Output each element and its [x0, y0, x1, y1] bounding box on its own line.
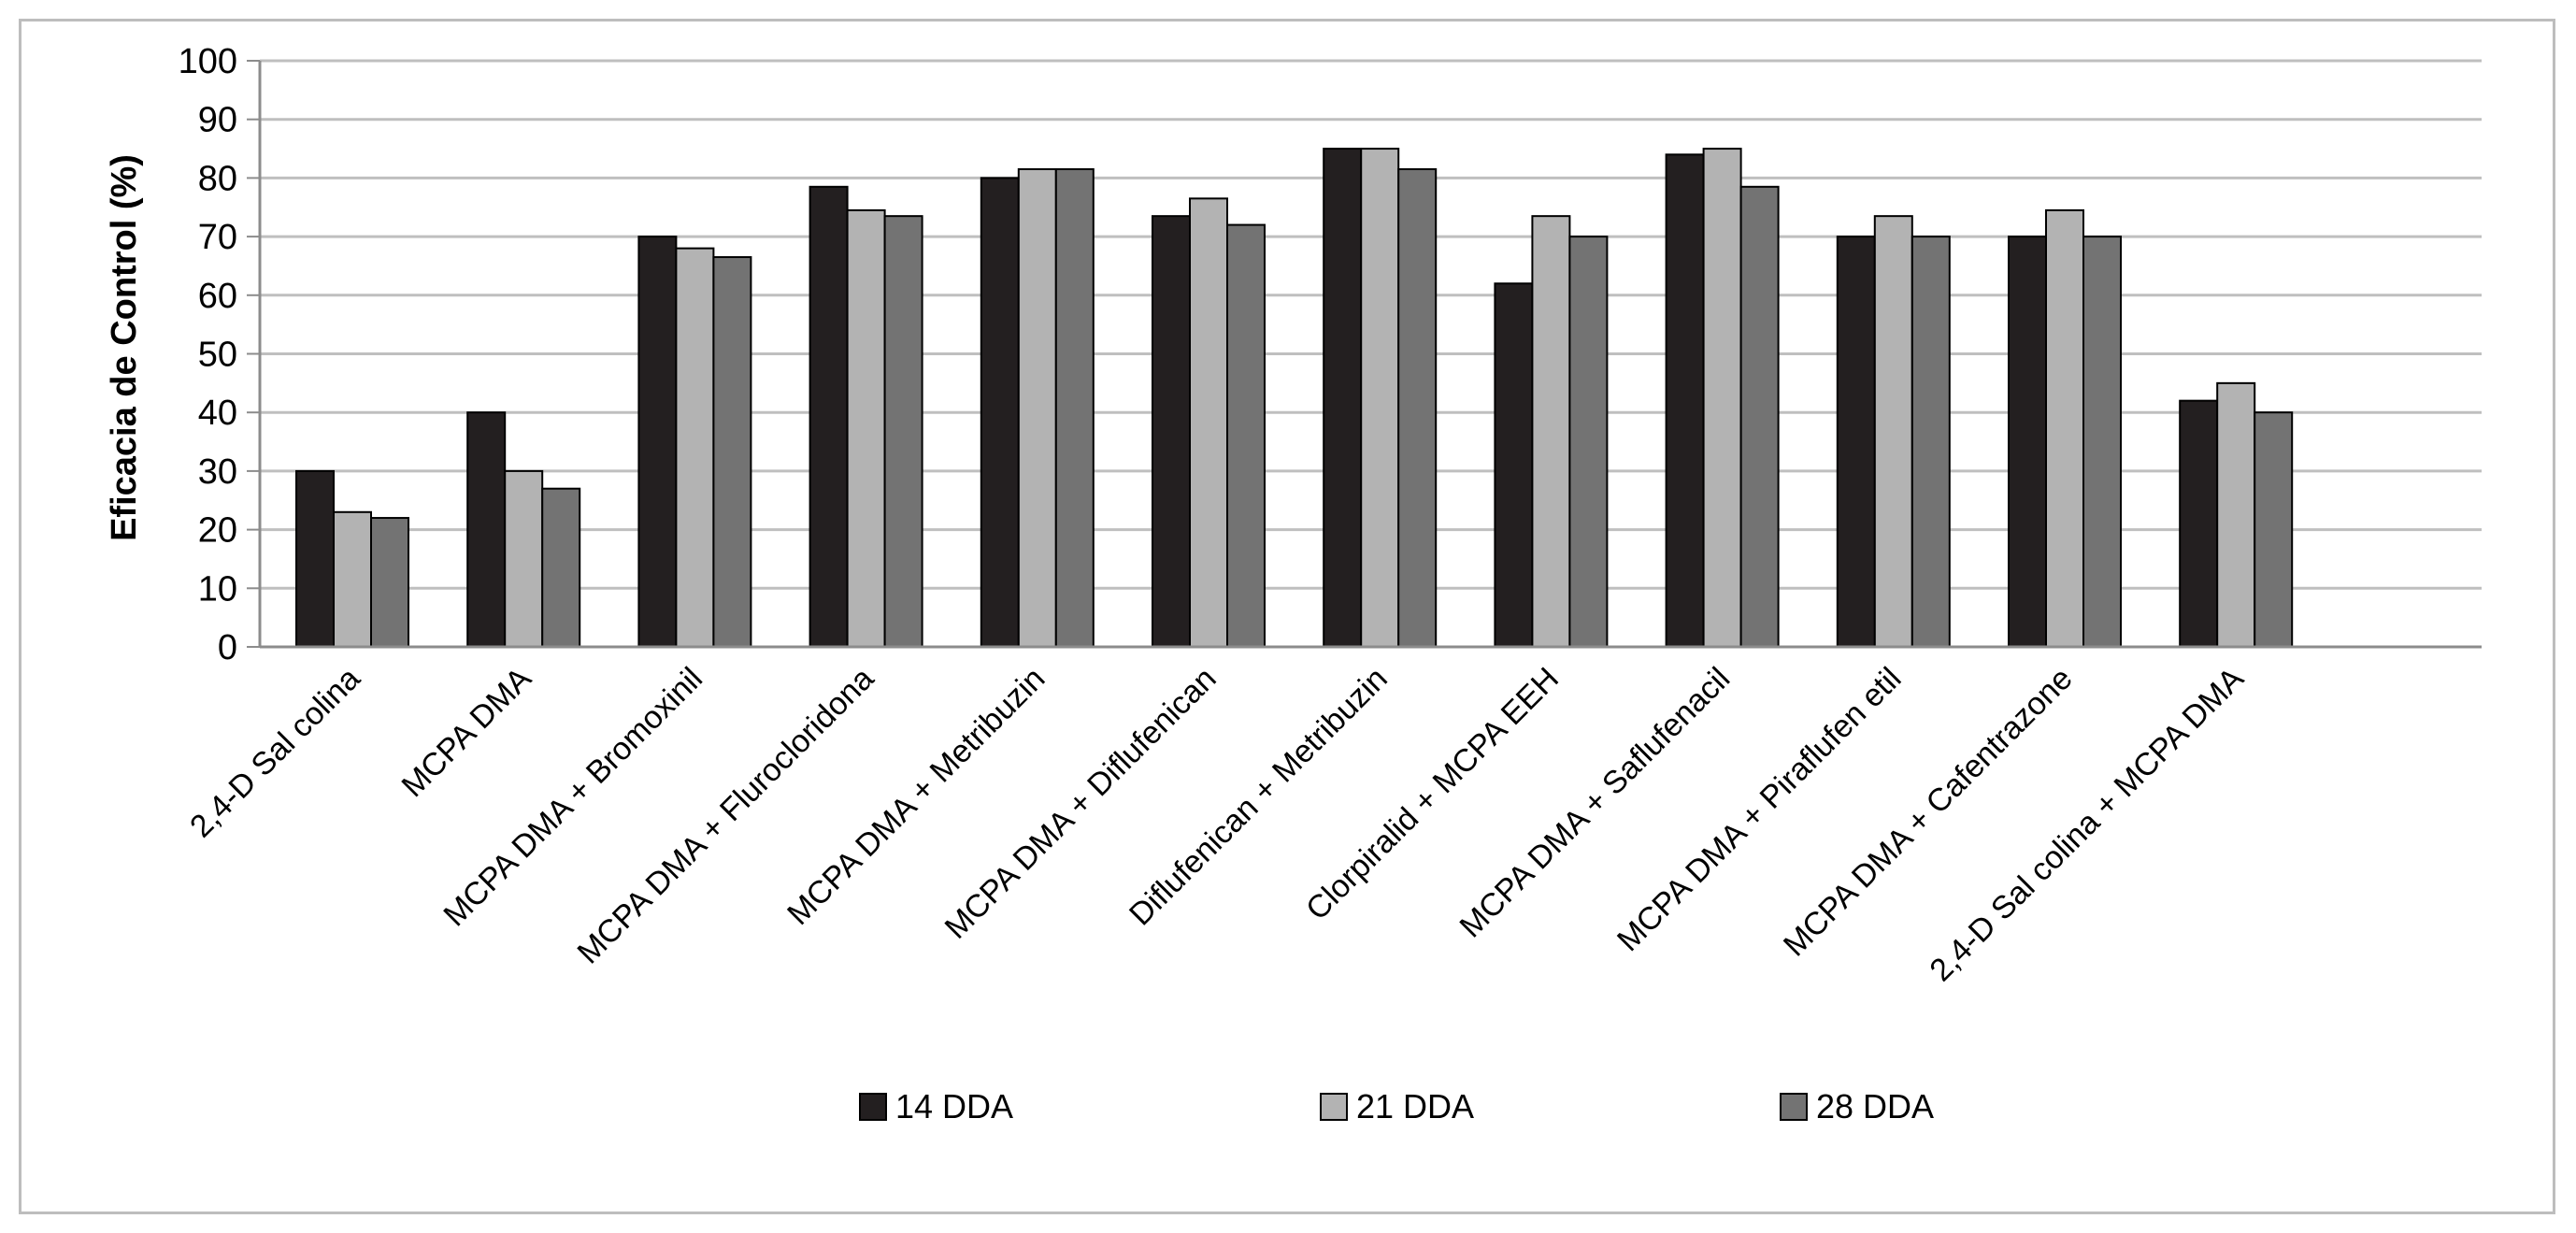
- y-tick-label: 30: [198, 452, 237, 492]
- bar: [295, 469, 335, 648]
- y-tick-label: 20: [198, 511, 237, 551]
- bar: [980, 177, 1020, 648]
- bar: [1911, 236, 1951, 648]
- bar: [541, 487, 581, 649]
- bar: [2179, 399, 2219, 648]
- legend-swatch: [859, 1093, 887, 1121]
- bar: [2254, 411, 2294, 649]
- legend-swatch: [1320, 1093, 1348, 1121]
- bar: [466, 411, 507, 649]
- y-tick-label: 40: [198, 394, 237, 433]
- bar: [1152, 215, 1191, 648]
- bar: [370, 517, 409, 648]
- bar: [1360, 148, 1400, 649]
- bar: [333, 510, 372, 648]
- y-axis-title: Eficacia de Control (%): [105, 154, 144, 541]
- legend-swatch: [1780, 1093, 1808, 1121]
- legend: 14 DDA 21 DDA 28 DDA: [859, 1087, 1934, 1125]
- bar: [846, 208, 886, 648]
- bar: [1836, 236, 1876, 648]
- y-tick-label: 100: [179, 42, 237, 81]
- bar: [883, 215, 923, 648]
- x-tick-label: MCPA DMA + Piraflufen etil: [1610, 661, 1908, 958]
- bar: [637, 236, 678, 648]
- x-tick-label: MCPA DMA + Cafentrazone: [1777, 661, 2080, 964]
- bar: [809, 185, 849, 648]
- y-tick-label: 10: [198, 569, 237, 609]
- bar: [504, 469, 544, 648]
- chart-frame: [19, 19, 2555, 1214]
- bar: [1397, 167, 1438, 648]
- bar: [1665, 153, 1705, 648]
- legend-label: 21 DDA: [1356, 1087, 1474, 1125]
- bar: [2008, 236, 2047, 648]
- bar: [1531, 215, 1571, 648]
- bar: [2045, 208, 2084, 648]
- bar: [1702, 148, 1742, 649]
- y-tick-label: 90: [198, 101, 237, 140]
- bars: [295, 148, 2294, 649]
- bar: [1226, 223, 1266, 648]
- bar: [1054, 167, 1095, 648]
- legend-label: 14 DDA: [895, 1087, 1013, 1125]
- axes: [247, 60, 2482, 649]
- y-tick-label: 0: [218, 628, 237, 667]
- bar: [1494, 282, 1534, 648]
- y-tick-labels: 0 10 20 30 40 50 60 70 80 90 100: [179, 42, 237, 667]
- bar: [1323, 148, 1363, 649]
- bar: [2082, 236, 2122, 648]
- bar: [1189, 197, 1228, 648]
- x-tick-label: MCPA DMA: [395, 661, 539, 805]
- bar: [1568, 236, 1609, 648]
- y-tick-label: 70: [198, 218, 237, 257]
- x-tick-label: MCPA DMA + Saflufenacil: [1453, 661, 1738, 945]
- bar: [1873, 215, 1913, 648]
- y-tick-label: 80: [198, 159, 237, 198]
- y-tick-label: 50: [198, 336, 237, 375]
- x-tick-label: MCPA DMA + Diflufenican: [938, 661, 1224, 946]
- bar: [712, 256, 752, 648]
- bar: [675, 247, 715, 648]
- y-tick-label: 60: [198, 277, 237, 316]
- bar: [1739, 185, 1780, 648]
- x-tick-label: MCPA DMA + Flurocloridona: [571, 661, 881, 971]
- bar: [2216, 381, 2256, 648]
- bar: [1017, 167, 1057, 648]
- x-tick-label: 2,4-D Sal colina: [183, 661, 367, 845]
- legend-label: 28 DDA: [1816, 1087, 1934, 1125]
- x-tick-label: 2,4-D Sal colina + MCPA DMA: [1923, 661, 2251, 989]
